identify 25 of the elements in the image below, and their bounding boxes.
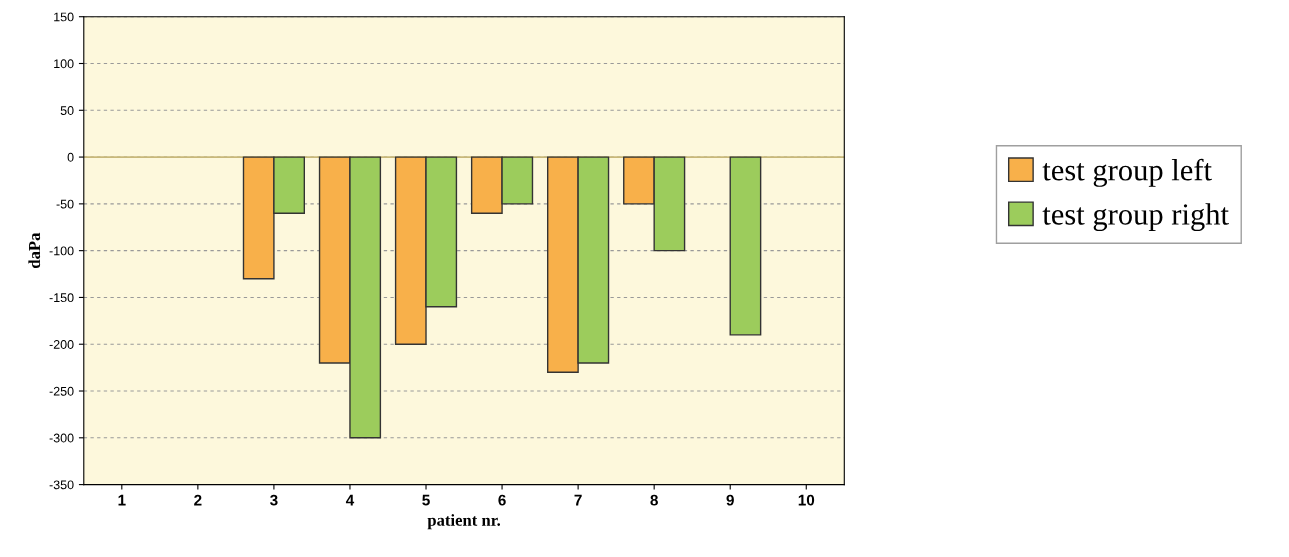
y-tick-label: 0: [67, 152, 74, 162]
x-tick-label: 10: [798, 494, 815, 506]
y-tick-label: -150: [49, 293, 74, 303]
x-tick-label: 6: [498, 494, 506, 506]
y-tick-label: -250: [49, 386, 74, 396]
x-axis-title: patient nr.: [427, 514, 501, 530]
x-tick-label: 9: [726, 494, 734, 506]
y-tick-label: 100: [54, 59, 74, 69]
y-tick-label: -300: [49, 433, 74, 443]
y-axis-title: daPa: [28, 232, 41, 269]
x-tick-label: 8: [650, 494, 658, 506]
y-tick-label: 50: [60, 106, 74, 115]
x-tick-label: 7: [574, 494, 582, 506]
legend-label: test group right: [1042, 203, 1229, 232]
y-tick-label: -50: [56, 199, 74, 209]
x-tick-label: 1: [118, 494, 126, 506]
x-tick-label: 2: [194, 494, 202, 506]
x-tick-label: 4: [345, 494, 355, 506]
y-tick-label: -350: [49, 480, 74, 490]
y-tick-label: 150: [54, 12, 74, 22]
legend-label: test group left: [1042, 158, 1212, 187]
y-tick-label: -100: [49, 246, 74, 256]
x-tick-label: 3: [270, 494, 278, 506]
x-tick-label: 5: [422, 494, 430, 506]
y-tick-label: -200: [49, 340, 74, 349]
